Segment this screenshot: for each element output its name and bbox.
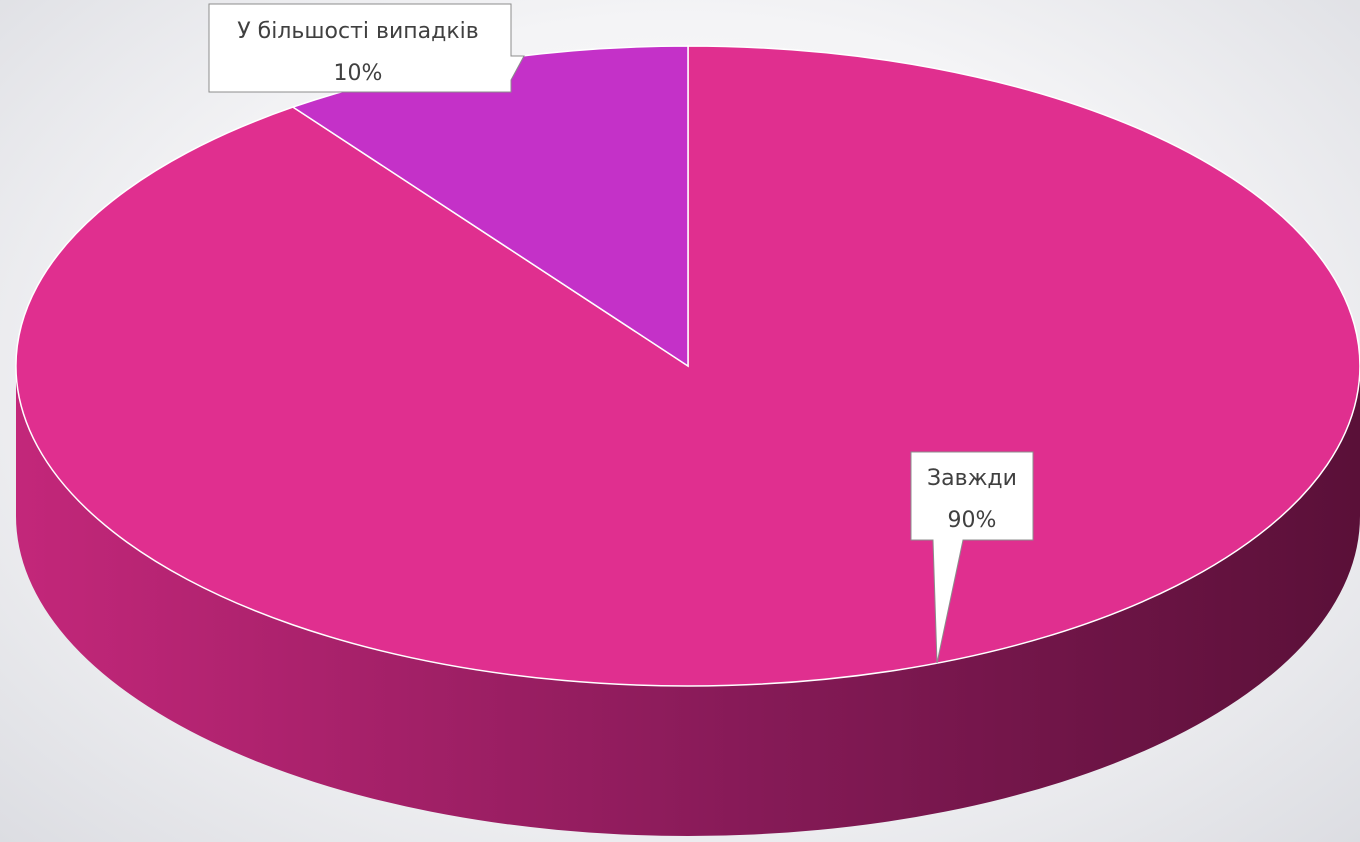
data-label-always: Завжди 90% [910, 451, 1034, 664]
callout-box-most-cases [208, 3, 525, 93]
label-value-most-cases: 10% [334, 61, 383, 86]
label-value-always: 90% [948, 508, 997, 533]
label-category-always: Завжди [927, 466, 1017, 491]
data-label-most-cases: У більшості випадків 10% [208, 3, 525, 93]
pie-side-wall [16, 366, 1360, 836]
label-category-most-cases: У більшості випадків [237, 19, 478, 44]
callout-box-always [910, 451, 1034, 664]
